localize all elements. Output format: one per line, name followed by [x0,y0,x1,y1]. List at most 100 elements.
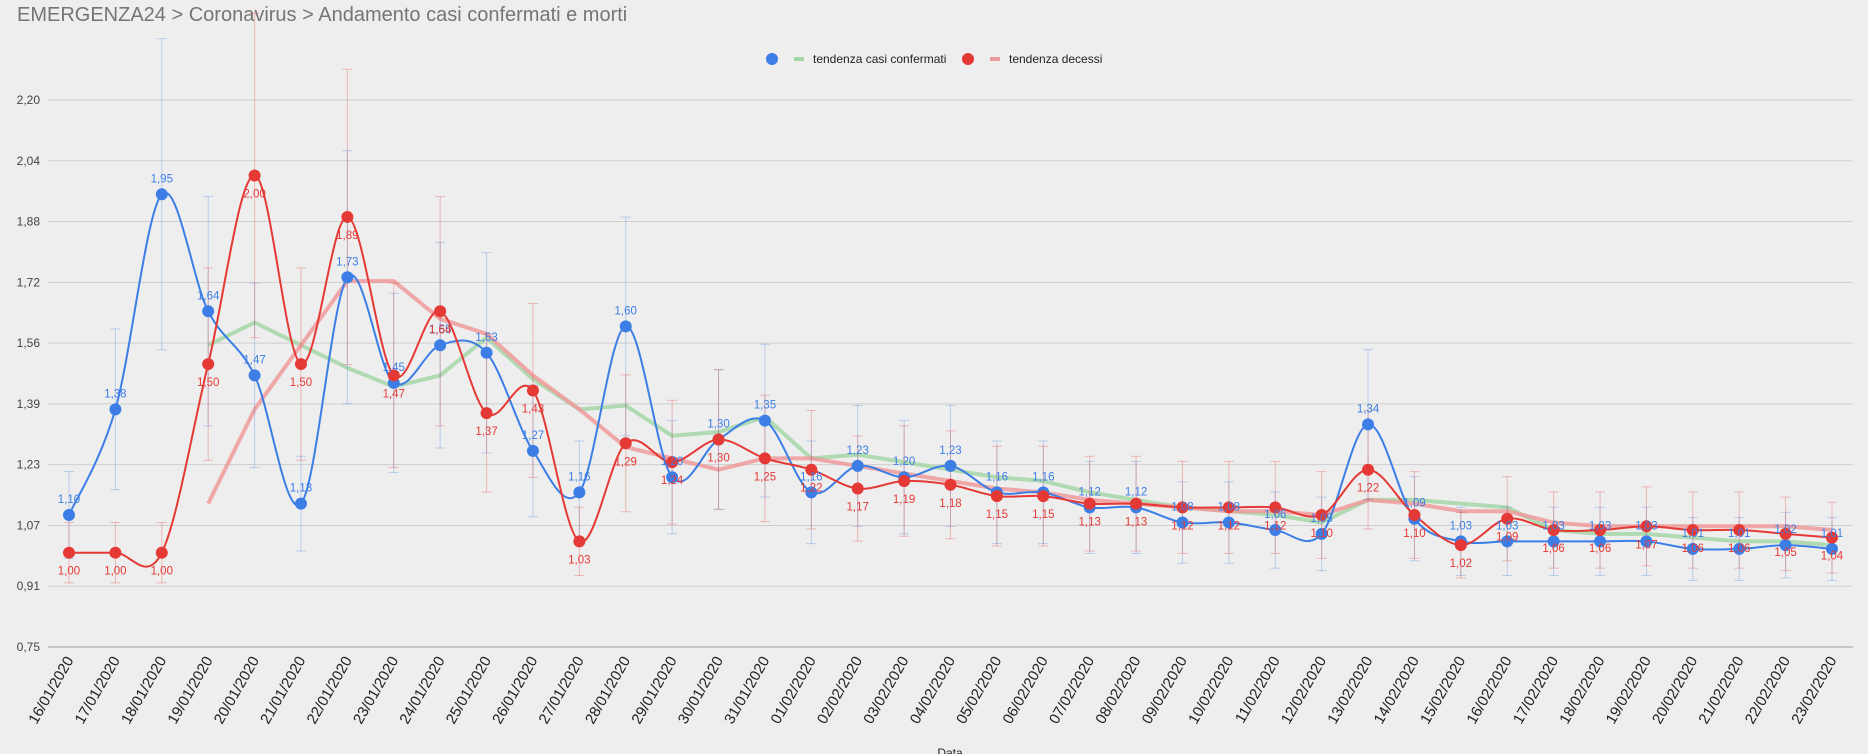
data-point [434,305,447,318]
data-point [109,403,122,416]
x-tick-label: 22/02/2020 [1742,654,1794,728]
data-label: 1,16 [568,471,590,483]
data-point [944,459,957,472]
x-tick-label: 03/02/2020 [860,654,912,728]
data-point [1594,535,1607,548]
data-label: 1,06 [1682,543,1704,555]
data-label: 1,20 [893,456,915,468]
x-tick-label: 29/01/2020 [628,654,680,728]
y-tick-label: 1,23 [17,458,41,472]
data-label: 1,10 [1310,528,1332,540]
data-point [526,384,539,397]
legend-label[interactable]: tendenza casi confermati [813,52,946,66]
x-tick-label: 01/02/2020 [768,654,820,728]
data-point [1779,539,1792,552]
data-point [155,188,168,201]
gridlines [48,99,1853,648]
data-label: 1,35 [754,400,776,412]
data-label: 1,06 [1542,543,1564,555]
data-label: 1,29 [615,456,637,468]
data-point [63,546,75,559]
data-point [1315,508,1328,521]
x-tick-label: 17/02/2020 [1510,654,1562,728]
data-point [1176,501,1189,514]
data-label: 1,73 [336,256,358,268]
data-label: 1,16 [1032,471,1054,483]
data-label: 1,34 [1357,403,1380,415]
legend-marker [766,53,778,65]
data-label: 1,23 [847,445,869,457]
data-point [1686,524,1699,537]
data-label: 1,37 [475,426,497,438]
data-point [1547,524,1560,537]
data-label: 1,30 [707,453,729,465]
data-point [666,471,679,484]
y-tick-label: 1,56 [17,336,41,350]
x-tick-label: 21/01/2020 [257,654,309,728]
x-tick-label: 06/02/2020 [999,654,1051,728]
data-label: 1,02 [1450,558,1472,570]
data-point [619,320,632,333]
data-point [666,456,679,469]
data-label: 1,18 [939,498,961,510]
y-tick-label: 2,20 [17,93,41,107]
data-point [1686,542,1699,555]
x-tick-label: 18/01/2020 [118,654,170,728]
data-label: 1,03 [1542,520,1564,532]
data-label: 1,00 [58,566,80,578]
x-tick-label: 25/01/2020 [443,654,495,728]
data-point [1408,508,1421,521]
data-label: 1,10 [58,494,80,506]
x-tick-label: 13/02/2020 [1324,654,1376,728]
data-label: 1,03 [568,554,590,566]
data-point [944,478,957,491]
data-label: 1,04 [1821,551,1844,563]
data-point [1269,524,1282,537]
data-point [480,407,493,420]
data-label: 1,12 [1125,486,1147,498]
data-point [1547,535,1560,548]
x-tick-label: 07/02/2020 [1046,654,1098,728]
data-point [109,546,122,559]
data-label: 1,64 [197,290,220,302]
data-point [434,339,447,352]
data-label: 1,13 [290,483,312,495]
data-point [480,346,493,359]
y-tick-label: 1,88 [17,215,41,229]
data-label: 1,06 [1728,543,1750,555]
data-point [573,535,586,548]
data-point [155,546,168,559]
data-label: 1,22 [800,483,822,495]
data-point [1501,512,1514,525]
x-tick-label: 15/02/2020 [1417,654,1469,728]
data-label: 1,06 [1264,509,1286,521]
data-label: 1,38 [104,388,126,400]
x-tick-label: 28/01/2020 [582,654,634,728]
data-point [294,358,307,371]
data-label: 1,22 [1357,483,1379,495]
x-tick-label: 20/02/2020 [1649,654,1701,728]
x-tick-label: 23/02/2020 [1788,654,1840,728]
data-point [202,358,215,371]
data-label: 1,09 [1496,532,1518,544]
data-label: 1,60 [615,305,637,317]
data-label: 1,16 [986,471,1008,483]
data-label: 1,02 [1774,524,1796,536]
trend-line [207,320,1833,548]
y-axis-ticks: 0,75 0,91 1,07 1,23 1,39 1,56 1,72 1,88 2,04 2,20 [17,93,41,654]
data-point [898,475,911,488]
data-labels: 1,10 1,38 1,95 1,64 1,47 1,13 1,73 1,45 1,55 1,53… [58,173,1844,577]
legend-label[interactable]: tendenza decessi [1009,52,1102,66]
data-point [758,414,771,427]
data-label: 1,50 [197,377,219,389]
data-label: 1,64 [429,324,452,336]
data-point [1640,535,1653,548]
x-axis-title: Data [937,746,963,754]
data-label: 1,12 [1264,520,1286,532]
data-label: 1,03 [1450,520,1472,532]
data-point [1176,516,1189,529]
data-label: 1,15 [986,509,1008,521]
data-label: 1,12 [1078,486,1100,498]
trend-lines [206,279,1833,548]
